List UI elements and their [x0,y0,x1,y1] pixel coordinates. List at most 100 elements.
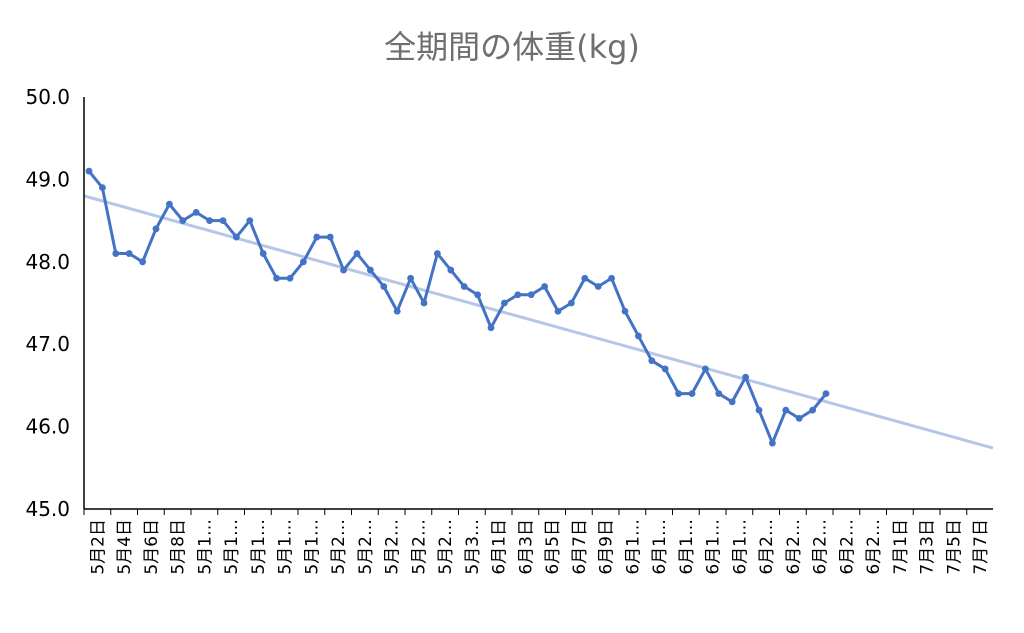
data-point [112,250,120,257]
x-tick-label: 6月5日 [543,519,563,575]
data-point [166,200,173,208]
x-tick-label: 5月2… [329,519,349,575]
data-point [273,274,280,282]
y-tick-label: 47.0 [25,332,70,356]
data-point [353,250,361,257]
x-tick-label: 6月7日 [570,519,590,575]
data-point [755,406,763,414]
data-point [514,291,522,299]
data-point [393,307,401,315]
data-point [300,258,307,266]
x-tick-label: 6月1日 [490,519,510,575]
chart-title: 全期間の体重(kg) [384,28,640,66]
data-point [621,307,629,315]
data-point [795,414,803,422]
data-point [85,167,93,175]
data-point [286,274,294,282]
x-tick-label: 7月1日 [891,519,911,575]
x-tick-label: 6月1… [677,519,697,575]
data-point [326,233,334,241]
x-tick-label: 5月2… [436,519,456,575]
data-point [380,283,388,290]
y-tick-label: 49.0 [25,167,70,191]
x-tick-label: 6月2… [784,519,804,575]
data-point [367,266,374,274]
axis-layer [83,97,993,515]
data-point [447,266,455,274]
x-tick-label: 5月2… [356,519,376,575]
trendline [83,194,994,450]
data-point [233,233,240,241]
data-point [125,250,133,257]
x-tick-label: 7月7日 [971,519,991,575]
x-tick-label: 5月2… [409,519,429,575]
x-tick-label: 5月1… [249,519,269,575]
x-tick-label: 5月1… [195,519,215,575]
x-tick-label: 5月8日 [169,519,189,575]
x-tick-label: 7月3日 [918,519,938,575]
x-tick-label: 6月1… [730,519,750,575]
data-point [259,250,267,257]
data-point [313,233,321,241]
x-tick-label: 5月2… [383,519,403,575]
data-point [648,357,656,365]
data-point [179,217,187,225]
x-tick-label: 5月1… [222,519,242,575]
data-point [782,406,790,414]
data-point [541,283,548,290]
trendline-layer [83,194,994,450]
x-tick-labels: 5月2日 5月4日 5月6日 5月8日 5月1… 5月1… 5月1… 5月1… 5月1… 5月2…… [88,519,991,575]
x-tick-label: 6月3日 [516,519,536,575]
data-point [809,406,816,414]
y-tick-labels: 50.0 49.0 48.0 47.0 46.0 45.0 [25,85,70,521]
data-point [581,274,589,282]
data-point [246,217,254,225]
data-point [434,250,441,257]
y-tick-label: 50.0 [25,85,70,109]
data-point [702,365,709,373]
data-point [822,390,830,398]
x-tick-label: 5月3… [463,519,483,575]
x-tick-label: 5月1… [302,519,322,575]
x-tick-label: 5月6日 [142,519,162,575]
data-point [675,390,682,398]
x-tick-label: 6月1… [650,519,670,575]
data-point [139,258,147,266]
y-tick-label: 45.0 [25,497,70,521]
series-layer [85,167,830,447]
data-point [99,184,106,192]
data-point [594,283,602,290]
data-point [688,390,696,398]
data-point [460,283,468,290]
x-tick-label: 5月4日 [115,519,135,575]
y-tick-label: 46.0 [25,415,70,439]
data-point [728,398,736,406]
x-tick-label: 6月2… [757,519,777,575]
data-point [192,208,200,216]
x-tick-label: 5月2日 [88,519,108,575]
data-point [742,373,749,381]
x-tick-label: 6月2… [837,519,857,575]
x-tick-label: 6月2… [864,519,884,575]
data-point [340,266,347,274]
data-point [474,291,481,299]
data-point [661,365,669,373]
x-tick-label: 5月1… [276,519,296,575]
data-point [219,217,227,225]
data-point [554,307,562,315]
x-tick-label: 7月5日 [944,519,964,575]
data-point [501,299,508,307]
data-point [407,274,414,282]
data-point [608,274,615,282]
x-tick-label: 6月1… [704,519,724,575]
data-point [568,299,575,307]
x-tick-label: 6月1… [623,519,643,575]
data-point [206,217,214,225]
data-point [152,225,160,233]
y-tick-label: 48.0 [25,250,70,274]
x-tick-label: 6月9日 [597,519,617,575]
x-tick-label: 6月2… [811,519,831,575]
data-point [420,299,428,307]
data-point [487,324,495,332]
